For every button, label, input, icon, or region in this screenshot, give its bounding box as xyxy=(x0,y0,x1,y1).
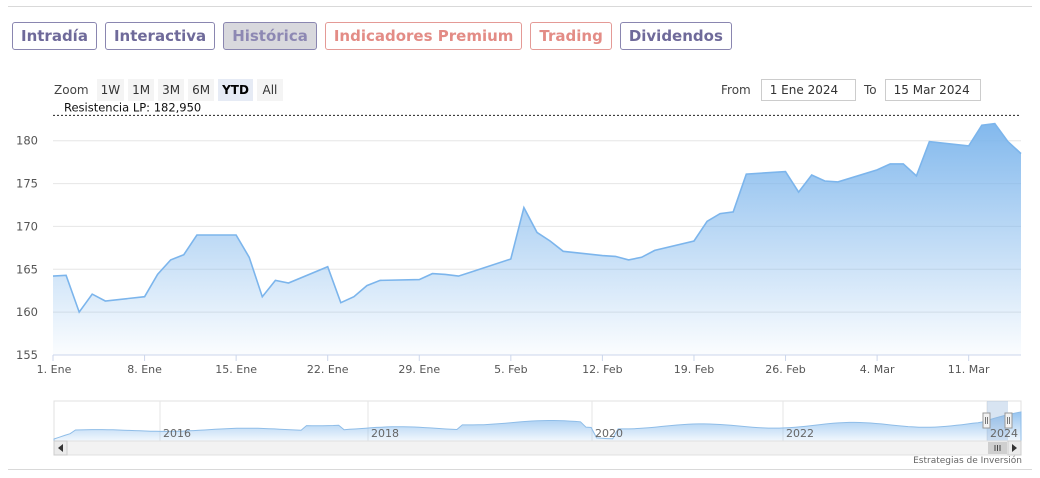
zoom-1m-button[interactable]: 1M xyxy=(128,79,155,101)
to-label: To xyxy=(864,83,877,97)
x-tick-label: 11. Mar xyxy=(948,363,990,376)
x-tick-label: 5. Feb xyxy=(494,363,527,376)
from-label: From xyxy=(721,83,751,97)
y-tick-label: 165 xyxy=(16,262,38,276)
price-line xyxy=(52,122,1022,314)
zoom-1w-button[interactable]: 1W xyxy=(96,79,125,101)
x-tick-label: 4. Mar xyxy=(860,363,895,376)
range-from: From xyxy=(721,79,856,101)
arrow-right-icon xyxy=(1012,444,1017,452)
x-tick-label: 22. Ene xyxy=(307,363,349,376)
to-date-input[interactable] xyxy=(884,79,981,101)
zoom-ytd-button[interactable]: YTD xyxy=(218,79,253,101)
y-tick-label: 170 xyxy=(16,219,38,233)
x-tick-label: 26. Feb xyxy=(765,363,805,376)
x-tick-label: 29. Ene xyxy=(398,363,440,376)
navigator-series xyxy=(53,411,1022,442)
x-tick-label: 12. Feb xyxy=(582,363,622,376)
y-tick-label: 160 xyxy=(16,305,38,319)
x-tick-label: 15. Ene xyxy=(215,363,257,376)
navigator[interactable]: 2016 2018 2020 2022 2024 xyxy=(53,400,1022,442)
chart-credit[interactable]: Estrategias de Inversión xyxy=(913,456,1022,466)
tab-trading[interactable]: Trading xyxy=(530,22,612,50)
range-to: To xyxy=(864,79,981,101)
x-tick-label: 19. Feb xyxy=(674,363,714,376)
price-area xyxy=(53,123,1021,355)
navigator-year-label: 2018 xyxy=(371,427,399,440)
tab-interactiva[interactable]: Interactiva xyxy=(104,22,216,50)
tab-indicadores-premium[interactable]: Indicadores Premium xyxy=(324,22,523,50)
y-tick-label: 175 xyxy=(16,177,38,191)
navigator-year-label: 2024 xyxy=(990,427,1018,440)
zoom-selector: Zoom 1W 1M 3M 6M YTD All xyxy=(54,79,283,101)
tab-bar: Intradía Interactiva Histórica Indicador… xyxy=(12,22,732,50)
tab-intradia[interactable]: Intradía xyxy=(12,22,97,50)
x-tick-label: 8. Ene xyxy=(127,363,162,376)
bottom-divider xyxy=(8,469,1032,470)
tab-historica[interactable]: Histórica xyxy=(223,22,317,50)
zoom-3m-button[interactable]: 3M xyxy=(158,79,185,101)
tab-dividendos[interactable]: Dividendos xyxy=(619,22,732,50)
navigator-year-label: 2022 xyxy=(786,427,814,440)
from-date-input[interactable] xyxy=(760,79,856,101)
navigator-right-handle[interactable] xyxy=(1004,412,1013,429)
x-tick-label: 1. Ene xyxy=(37,363,72,376)
top-divider xyxy=(8,6,1032,7)
navigator-selection[interactable] xyxy=(987,401,1008,441)
y-tick-label: 155 xyxy=(16,348,38,362)
scrollbar[interactable] xyxy=(53,440,1022,456)
zoom-6m-button[interactable]: 6M xyxy=(188,79,215,101)
arrow-left-icon xyxy=(58,444,63,452)
zoom-label: Zoom xyxy=(54,83,89,97)
resistance-label: Resistencia LP: 182,950 xyxy=(64,100,201,114)
navigator-year-label: 2016 xyxy=(163,427,191,440)
navigator-left-handle[interactable] xyxy=(982,412,991,429)
y-tick-label: 180 xyxy=(16,134,38,148)
zoom-all-button[interactable]: All xyxy=(256,79,283,101)
navigator-year-label: 2020 xyxy=(595,427,623,440)
